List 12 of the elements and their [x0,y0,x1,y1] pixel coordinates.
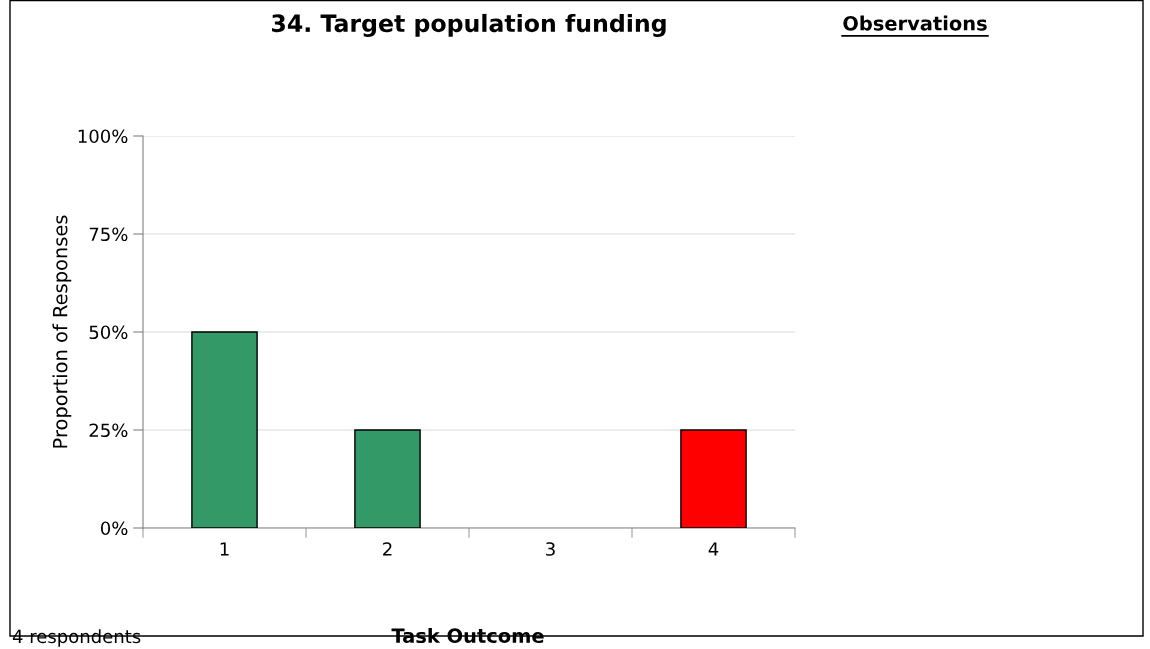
y-tick-label: 100% [78,129,128,144]
x-tick-label: 2 [383,542,392,556]
y-axis-title: Proportion of Responses [52,215,72,448]
y-tick-label: 25% [89,423,128,438]
y-tick-label: 75% [89,227,128,242]
y-tick-label: 0% [100,521,128,536]
x-tick-label: 1 [220,542,229,556]
x-tick-label: 3 [546,542,555,556]
chart-title: 34. Target population funding [271,13,666,37]
x-tick-label: 4 [708,542,719,556]
text: Observations [843,15,987,31]
y-tick-label: 50% [89,325,128,340]
